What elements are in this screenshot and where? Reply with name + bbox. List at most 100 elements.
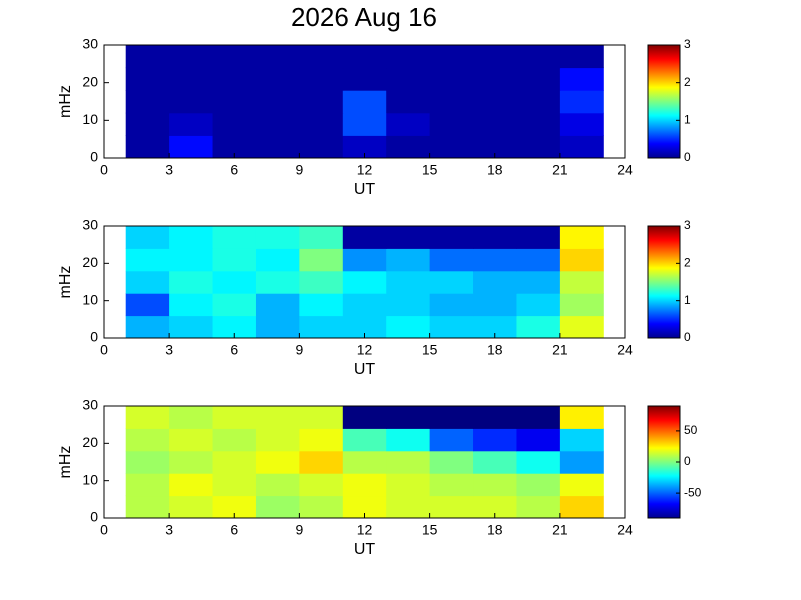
x-tick-label: 6 (230, 342, 238, 358)
heatmap-cell (516, 293, 561, 317)
x-tick-label: 21 (552, 342, 568, 358)
heatmap-cell (516, 450, 561, 474)
heatmap-cell (342, 406, 387, 429)
y-tick-label: 20 (82, 73, 98, 89)
heatmap-cell (429, 495, 474, 519)
heatmap-cell (125, 226, 170, 249)
heatmap-cell (386, 428, 431, 452)
heatmap-cell (299, 248, 344, 272)
heatmap-cell (516, 112, 561, 136)
heatmap-cell (559, 226, 604, 249)
heatmap-cell (299, 428, 344, 452)
heatmap-cell (125, 135, 170, 159)
heatmap-cell (169, 450, 214, 474)
heatmap-cell (299, 135, 344, 159)
heatmap-cell (169, 248, 214, 272)
heatmap-cell (169, 406, 214, 429)
heatmap-cell (125, 428, 170, 452)
heatmap-cell (169, 270, 214, 294)
heatmap-cell (342, 293, 387, 317)
y-tick-label: 0 (90, 509, 98, 525)
colorbar-tick-label: 2 (684, 75, 691, 89)
heatmap-cell (386, 473, 431, 497)
heatmap-cell (342, 473, 387, 497)
y-axis-label: mHz (57, 446, 74, 479)
x-axis-label: UT (354, 361, 376, 378)
x-tick-label: 6 (230, 522, 238, 538)
heatmap-cell (212, 495, 257, 519)
heatmap-cell (516, 67, 561, 91)
heatmap-cell (342, 226, 387, 249)
heatmap-cell (386, 226, 431, 249)
heatmap-cell (125, 450, 170, 474)
heatmap-cell (299, 293, 344, 317)
heatmap-cell (342, 248, 387, 272)
heatmap-cell (125, 315, 170, 339)
heatmap-cell (386, 135, 431, 159)
heatmap-cell (299, 315, 344, 339)
y-tick-label: 10 (82, 111, 98, 127)
heatmap-cell (559, 450, 604, 474)
heatmap-cell (473, 406, 517, 429)
heatmap-cell (386, 315, 431, 339)
heatmap-cell (386, 112, 431, 136)
heatmap-cell (559, 495, 604, 519)
x-tick-label: 12 (357, 162, 373, 178)
heatmap-cell (516, 495, 561, 519)
heatmap-cell (386, 270, 431, 294)
heatmap-cell (516, 315, 561, 339)
heatmap-cell (386, 248, 431, 272)
heatmap-cell (299, 45, 344, 69)
heatmap-cell (386, 406, 431, 429)
x-tick-label: 9 (295, 162, 303, 178)
heatmap-cell (255, 270, 300, 294)
colorbar-tick-label: 0 (684, 150, 691, 164)
x-tick-label: 9 (295, 342, 303, 358)
x-tick-label: 15 (422, 162, 438, 178)
heatmap-cell (169, 135, 214, 159)
heatmap-cell (473, 90, 517, 114)
x-tick-label: 24 (617, 162, 633, 178)
x-tick-label: 12 (357, 522, 373, 538)
heatmap-cell (299, 495, 344, 519)
colorbar-tick-label: 0 (684, 330, 691, 344)
heatmap-cell (429, 90, 474, 114)
heatmap-cell (299, 226, 344, 249)
heatmap-cell (212, 67, 257, 91)
y-axis-label: mHz (57, 266, 74, 299)
heatmap-cell (255, 90, 300, 114)
colorbar (647, 405, 681, 519)
heatmap-cell (342, 112, 387, 136)
colorbar (647, 225, 681, 339)
y-tick-label: 10 (82, 471, 98, 487)
heatmap-cell (386, 67, 431, 91)
y-tick-label: 30 (82, 217, 98, 233)
heatmap-cell (516, 428, 561, 452)
heatmap-cell (125, 248, 170, 272)
colorbar-tick-label: 3 (684, 218, 691, 232)
heatmap-cell (125, 406, 170, 429)
heatmap-cell (255, 67, 300, 91)
heatmap-cell (429, 293, 474, 317)
x-axis-label: UT (354, 541, 376, 558)
y-tick-label: 0 (90, 329, 98, 345)
colorbar-tick-label: 1 (684, 293, 691, 307)
heatmap-cell (342, 495, 387, 519)
heatmap-cell (429, 248, 474, 272)
heatmap-cell (169, 226, 214, 249)
heatmap-cell (559, 293, 604, 317)
heatmap-cell (212, 248, 257, 272)
heatmap-cell (255, 495, 300, 519)
heatmap-cell (516, 226, 561, 249)
heatmap-cell (212, 450, 257, 474)
heatmap-cell (255, 450, 300, 474)
heatmap-cell (473, 45, 517, 69)
heatmap-cell (212, 428, 257, 452)
colorbar-tick-label: 1 (684, 113, 691, 127)
heatmap-cell (429, 45, 474, 69)
heatmap-cell (559, 270, 604, 294)
heatmap-cell (125, 495, 170, 519)
heatmap-cell (429, 226, 474, 249)
y-tick-label: 0 (90, 149, 98, 165)
heatmap-cell (212, 293, 257, 317)
